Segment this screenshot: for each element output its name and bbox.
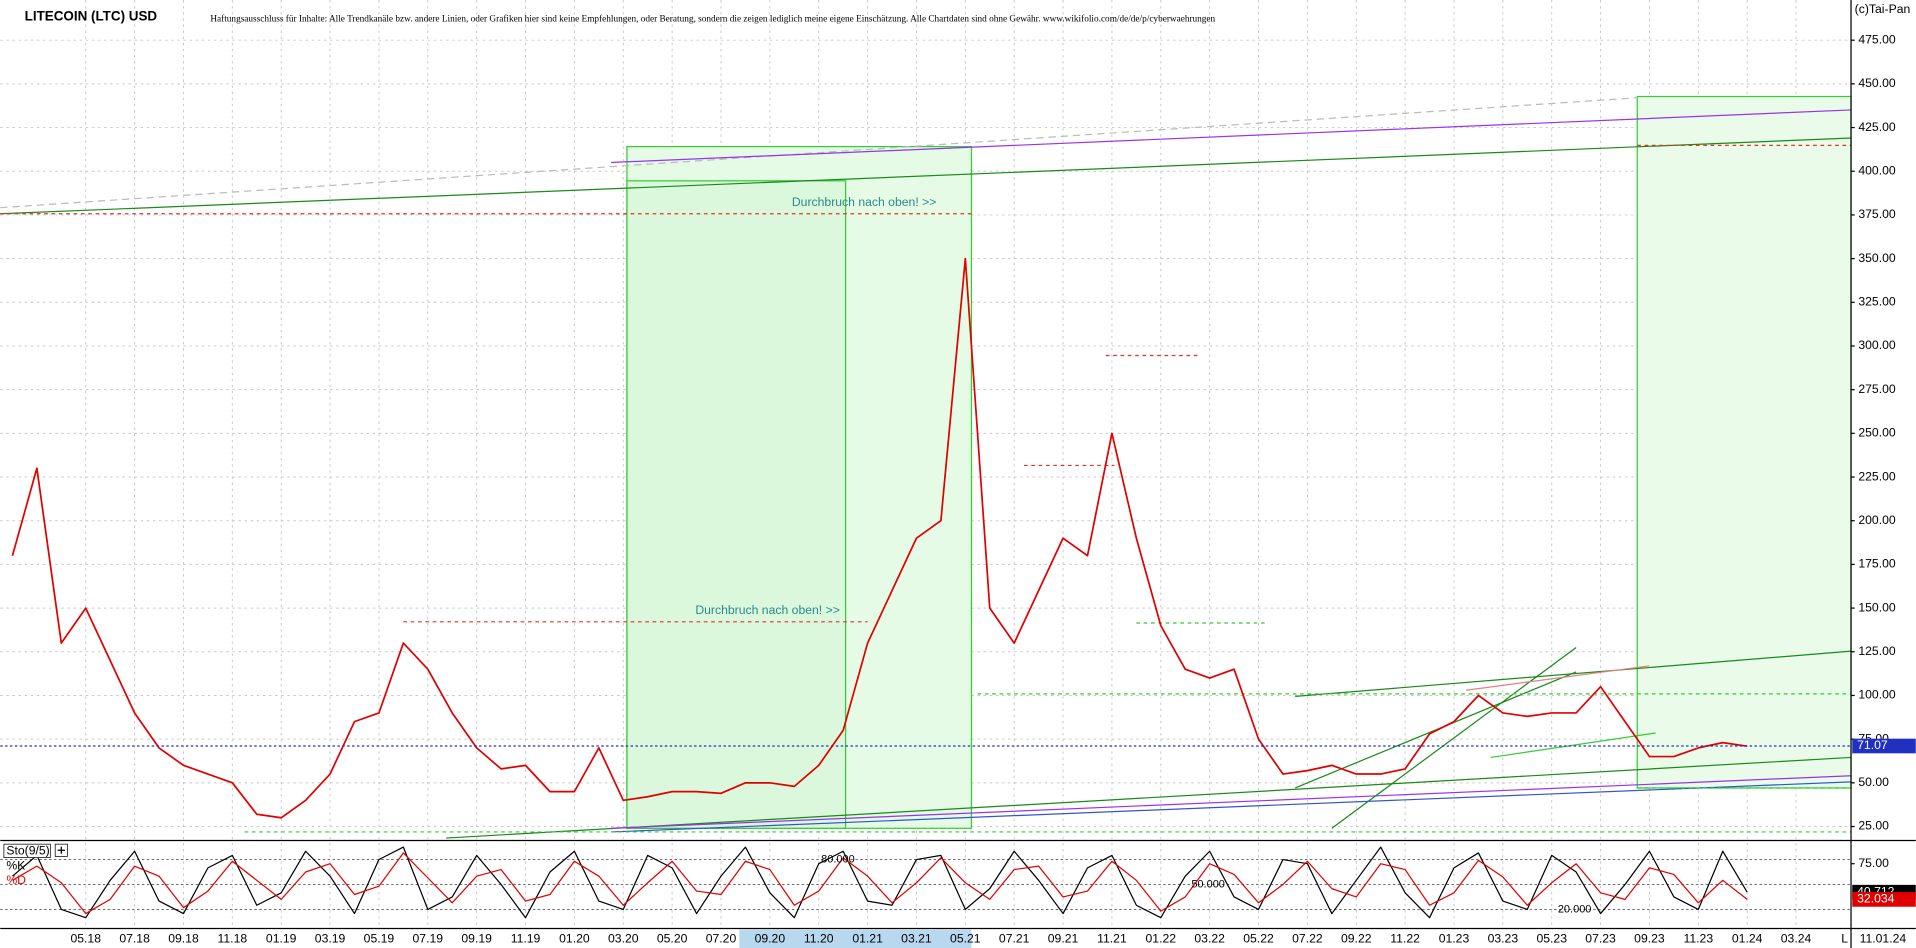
x-tick-label: 05.19 bbox=[364, 932, 395, 946]
add-icon bbox=[57, 846, 65, 854]
x-tick-label: 03.23 bbox=[1488, 932, 1519, 946]
x-tick-label: 05.21 bbox=[950, 932, 981, 946]
x-tick-label: 03.24 bbox=[1781, 932, 1812, 946]
last-value-label: 32.034 bbox=[1857, 892, 1895, 906]
last-price-box bbox=[1852, 738, 1916, 754]
x-tick-label: 11.22 bbox=[1390, 932, 1420, 946]
x-tick-label: 05.22 bbox=[1243, 932, 1274, 946]
x-tick-label: 01.19 bbox=[266, 932, 297, 946]
y-tick-label: 300.00 bbox=[1858, 338, 1896, 352]
disclaimer: Haftungsausschluss für Inhalte: Alle Tre… bbox=[210, 15, 1215, 25]
annotation: Durchbruch nach oben! >> bbox=[695, 603, 840, 617]
x-tick-label: 03.22 bbox=[1194, 932, 1225, 946]
x-tick-label: 01.21 bbox=[852, 932, 883, 946]
y-tick-label: 25.00 bbox=[1858, 819, 1889, 833]
x-tick-label: 01.24 bbox=[1732, 932, 1763, 946]
trendline bbox=[0, 97, 1638, 209]
indicator-title: Sto(9/5) bbox=[6, 844, 49, 858]
x-tick-label: 09.20 bbox=[755, 932, 786, 946]
series-line bbox=[11, 257, 1748, 819]
y-tick-label: 200.00 bbox=[1858, 513, 1896, 527]
chart-title: LITECOIN (LTC) USD bbox=[25, 9, 158, 24]
trendline bbox=[0, 137, 1852, 215]
x-tick-label: 07.19 bbox=[413, 932, 444, 946]
y-tick-label: 350.00 bbox=[1858, 251, 1896, 265]
trendline bbox=[446, 756, 1852, 839]
series-line bbox=[12, 852, 1748, 915]
x-tick-label: 03.20 bbox=[608, 932, 639, 946]
trendline bbox=[611, 781, 1852, 833]
x-tick-label: 05.23 bbox=[1536, 932, 1567, 946]
x-tick-label: 03.21 bbox=[901, 932, 932, 946]
x-tick-label: 07.21 bbox=[999, 932, 1030, 946]
marks bbox=[0, 257, 1852, 919]
x-tick-label: 09.22 bbox=[1341, 932, 1372, 946]
date-label: 11.01.24 bbox=[1860, 932, 1907, 946]
y-tick-label: 100.00 bbox=[1858, 688, 1896, 702]
x-tick-label: 07.23 bbox=[1585, 932, 1616, 946]
y-tick-label: 275.00 bbox=[1858, 382, 1896, 396]
y-tick-label: 375.00 bbox=[1858, 207, 1896, 221]
level-label: 50.000 bbox=[1191, 878, 1225, 890]
x-tick-label: 11.21 bbox=[1097, 932, 1127, 946]
y-tick-label: 450.00 bbox=[1858, 76, 1896, 90]
x-tick-label: 11.18 bbox=[218, 932, 248, 946]
x-tick-label: 01.22 bbox=[1146, 932, 1177, 946]
level-label: 80.000 bbox=[821, 853, 855, 865]
y-tick-label: 225.00 bbox=[1858, 469, 1896, 483]
x-tick-label: 07.20 bbox=[706, 932, 737, 946]
green-box bbox=[1636, 95, 1852, 789]
y-tick-label: 475.00 bbox=[1858, 32, 1896, 46]
x-tick-label: 11.23 bbox=[1683, 932, 1713, 946]
series-line bbox=[12, 846, 1748, 919]
y-tick-label: 175.00 bbox=[1858, 557, 1896, 571]
legend-k: %K bbox=[6, 858, 25, 872]
legend-d: %D bbox=[6, 873, 26, 887]
x-tick-label: 07.18 bbox=[119, 932, 150, 946]
x-tick-label: 09.23 bbox=[1634, 932, 1665, 946]
trendline bbox=[1490, 732, 1656, 759]
source: (c)Tai-Pan bbox=[1855, 2, 1911, 16]
corner-label: L bbox=[1841, 932, 1848, 946]
trendline bbox=[1331, 646, 1577, 829]
y-tick-label: 250.00 bbox=[1858, 426, 1896, 440]
y-tick-label: 150.00 bbox=[1858, 600, 1896, 614]
x-tick-label: 01.20 bbox=[559, 932, 590, 946]
x-tick-label: 09.19 bbox=[461, 932, 492, 946]
x-tick-label: 07.22 bbox=[1292, 932, 1323, 946]
x-tick-label: 01.23 bbox=[1439, 932, 1470, 946]
trendline bbox=[611, 109, 1852, 164]
y-tick-label: 50.00 bbox=[1858, 775, 1889, 789]
indicator-box[interactable] bbox=[3, 843, 51, 858]
drawings bbox=[0, 95, 1852, 839]
trendline bbox=[611, 775, 1852, 829]
annotation: Durchbruch nach oben! >> bbox=[792, 195, 937, 209]
y-tick-label: 75.00 bbox=[1858, 856, 1889, 870]
last-value-box bbox=[1852, 892, 1916, 907]
x-tick-label: 11.20 bbox=[804, 932, 834, 946]
y-tick-label: 400.00 bbox=[1858, 163, 1896, 177]
x-tick-label: 03.19 bbox=[315, 932, 346, 946]
level-label: 20.000 bbox=[1558, 903, 1592, 915]
x-tick-label: 09.18 bbox=[168, 932, 199, 946]
last-price-label: 71.07 bbox=[1857, 738, 1888, 752]
green-box bbox=[626, 180, 847, 829]
x-tick-label: 11.19 bbox=[511, 932, 541, 946]
y-tick-label: 425.00 bbox=[1858, 120, 1896, 134]
trendline bbox=[1466, 665, 1650, 691]
date-highlight bbox=[739, 929, 972, 948]
x-tick-label: 05.18 bbox=[70, 932, 101, 946]
y-tick-label: 325.00 bbox=[1858, 295, 1896, 309]
y-tick-label: 125.00 bbox=[1858, 644, 1896, 658]
x-tick-label: 09.21 bbox=[1048, 932, 1079, 946]
x-tick-label: 05.20 bbox=[657, 932, 688, 946]
